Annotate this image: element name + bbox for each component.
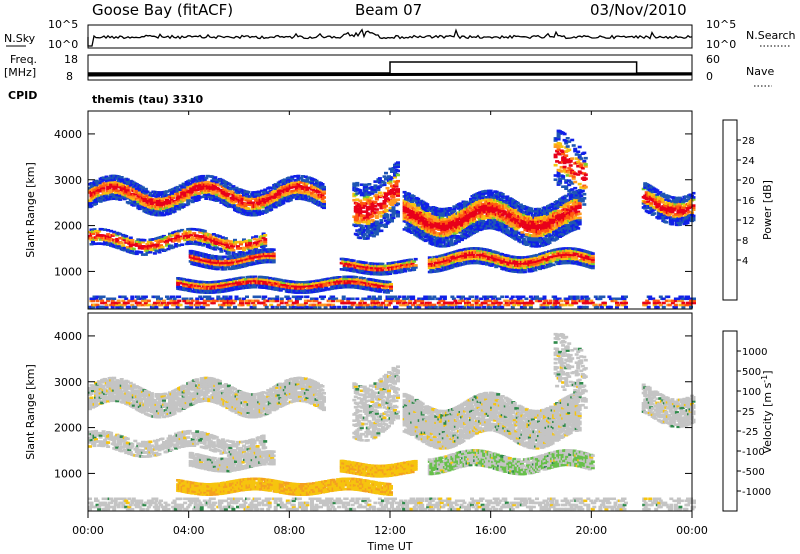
xtick-2: 08:00 bbox=[273, 524, 305, 537]
noise-tick-top: 10^5 bbox=[48, 18, 78, 31]
xtick-1: 04:00 bbox=[173, 524, 205, 537]
velocity-ylabel: Slant Range [km] bbox=[24, 364, 37, 460]
velocity-panel: 1000 2000 3000 4000 Slant Range [km] bbox=[24, 312, 696, 512]
power-colorbar: 28 24 20 16 12 8 4 Power [dB] bbox=[722, 119, 774, 301]
nave-tick-bottom: 0 bbox=[706, 70, 713, 83]
velocity-colorbar-label: Velocity [m s-1] bbox=[760, 370, 774, 453]
velocity-cells bbox=[88, 332, 696, 511]
velocity-colorbar-tick-5: -100 bbox=[742, 447, 765, 458]
nave-trace bbox=[88, 61, 692, 74]
freq-unit: [MHz] bbox=[4, 66, 36, 79]
velocity-colorbar-tick-2: 100 bbox=[742, 387, 761, 398]
power-colorbar-tick-6: 4 bbox=[742, 256, 748, 267]
freq-label: Freq. bbox=[10, 53, 37, 66]
nsearch-label: N.Search bbox=[746, 29, 796, 42]
power-ytick-0: 1000 bbox=[54, 265, 82, 278]
noise-panel: N.Sky 10^5 10^0 10^5 10^0 N.Search bbox=[4, 18, 796, 51]
power-panel: 1000 2000 3000 4000 Slant Range [km] bbox=[24, 110, 696, 310]
freq-tick-top: 18 bbox=[64, 53, 78, 66]
power-ytick-1: 2000 bbox=[54, 220, 82, 233]
xtick-5: 20:00 bbox=[575, 524, 607, 537]
power-ylabel: Slant Range [km] bbox=[24, 162, 37, 258]
freq-tick-bottom: 8 bbox=[66, 70, 73, 83]
frequency-trace bbox=[87, 72, 693, 77]
power-colorbar-tick-5: 8 bbox=[742, 236, 748, 247]
velocity-colorbar-tick-7: -1000 bbox=[742, 487, 771, 498]
power-colorbar-tick-4: 12 bbox=[742, 216, 755, 227]
power-ytick-2: 3000 bbox=[54, 174, 82, 187]
velocity-colorbar-tick-1: 500 bbox=[742, 367, 761, 378]
noise-tick-bottom-right: 10^0 bbox=[706, 38, 736, 51]
nave-label: Nave bbox=[746, 65, 774, 78]
power-cells bbox=[88, 129, 696, 309]
velocity-colorbar-tick-3: 25 bbox=[742, 407, 755, 418]
velocity-ytick-1: 2000 bbox=[54, 422, 82, 435]
xtick-6: 00:00 bbox=[676, 524, 708, 537]
xtick-4: 16:00 bbox=[475, 524, 507, 537]
velocity-colorbar-tick-6: -500 bbox=[742, 467, 765, 478]
noise-trace bbox=[87, 28, 693, 47]
power-colorbar-tick-2: 20 bbox=[742, 176, 755, 187]
date-label: 03/Nov/2010 bbox=[590, 1, 687, 19]
velocity-colorbar-tick-0: 1000 bbox=[742, 347, 767, 358]
cpid-text: themis (tau) 3310 bbox=[92, 93, 204, 106]
velocity-colorbar: 1000 500 100 25 -25 -100 -500 -1000 Velocity [m… bbox=[722, 330, 774, 512]
power-colorbar-label: Power [dB] bbox=[761, 180, 774, 240]
velocity-ytick-0: 1000 bbox=[54, 467, 82, 480]
power-colorbar-tick-0: 28 bbox=[742, 136, 755, 147]
nsky-label: N.Sky bbox=[4, 32, 36, 45]
xtick-3: 12:00 bbox=[374, 524, 406, 537]
station-title: Goose Bay (fitACF) bbox=[92, 1, 233, 19]
beam-label: Beam 07 bbox=[355, 1, 422, 19]
cpid-label: CPID bbox=[8, 89, 37, 102]
power-colorbar-tick-3: 16 bbox=[742, 196, 755, 207]
x-axis-label: Time UT bbox=[366, 540, 412, 553]
velocity-colorbar-tick-4: -25 bbox=[742, 427, 758, 438]
frequency-panel: Freq. [MHz] 18 8 60 0 Nave bbox=[4, 53, 774, 87]
xtick-0: 00:00 bbox=[72, 524, 104, 537]
nave-tick-top: 60 bbox=[706, 53, 720, 66]
noise-tick-top-right: 10^5 bbox=[706, 18, 736, 31]
velocity-ytick-3: 4000 bbox=[54, 330, 82, 343]
power-ytick-3: 4000 bbox=[54, 128, 82, 141]
noise-tick-bottom: 10^0 bbox=[48, 38, 78, 51]
power-colorbar-tick-1: 24 bbox=[742, 156, 755, 167]
x-axis: 00:00 04:00 08:00 12:00 16:00 20:00 00:00 bbox=[72, 111, 708, 537]
velocity-ytick-2: 3000 bbox=[54, 376, 82, 389]
